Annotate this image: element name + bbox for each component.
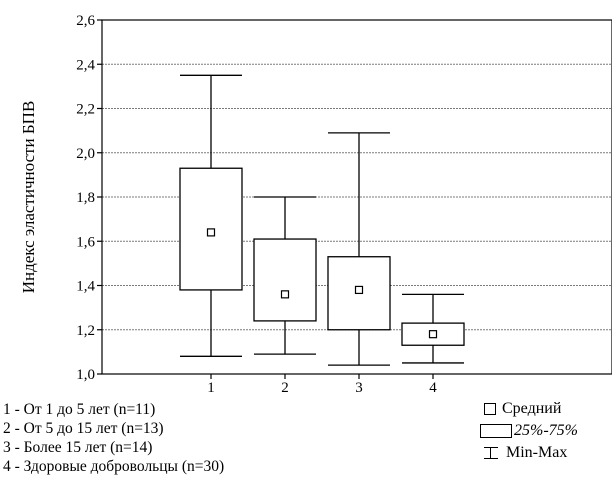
whisker-icon [484, 447, 498, 459]
y-tick-label: 2,2 [76, 102, 95, 118]
y-tick-label: 1,6 [76, 234, 95, 250]
y-tick-label: 1,2 [76, 323, 95, 339]
y-tick-label: 1,4 [76, 279, 95, 295]
group-item-2: 2 - От 5 до 15 лет (n=13) [3, 420, 164, 437]
mean-marker [354, 285, 364, 295]
legend-box-label: 25%-75% [514, 422, 578, 439]
x-tick-label: 4 [429, 380, 437, 396]
box-icon [480, 424, 512, 438]
y-tick-label: 2,6 [76, 13, 95, 29]
y-tick-label: 1,0 [76, 367, 95, 383]
boxes-group [179, 74, 465, 366]
mean-marker [206, 228, 216, 237]
group-item-3: 3 - Более 15 лет (n=14) [3, 439, 153, 456]
x-tick-label: 3 [355, 380, 363, 396]
mean-marker-icon [484, 403, 496, 415]
legend-item-range: Min-Max [480, 442, 578, 464]
legend-item-box: 25%-75% [480, 420, 578, 442]
legend: Средний 25%-75% Min-Max [480, 398, 578, 464]
legend-item-mean: Средний [480, 398, 578, 420]
mean-marker [428, 330, 438, 339]
y-axis-ticks: 1,0 1,2 1,4 1,6 1,8 2,0 2,2 2,4 2,6 [76, 13, 102, 383]
legend-range-label: Min-Max [506, 444, 568, 461]
y-tick-label: 2,0 [76, 146, 95, 162]
mean-marker [280, 290, 290, 299]
x-tick-label: 1 [207, 380, 215, 396]
group-item-4: 4 - Здоровые добровольцы (n=30) [3, 458, 225, 475]
legend-mean-label: Средний [502, 400, 562, 417]
y-axis-label: Индекс эластичности БПВ [19, 101, 38, 294]
group-list: 1 - От 1 до 5 лет (n=11) 2 - От 5 до 15 … [3, 400, 224, 476]
y-tick-label: 1,8 [76, 190, 95, 206]
y-tick-label: 2,4 [76, 57, 95, 73]
box-iqr [253, 238, 317, 322]
x-axis-ticks: 1 2 3 4 [207, 374, 437, 396]
x-tick-label: 2 [281, 380, 289, 396]
group-item-1: 1 - От 1 до 5 лет (n=11) [3, 401, 156, 418]
box-plot-chart: 1,0 1,2 1,4 1,6 1,8 2,0 2,2 2,4 2,6 1 2 3 4 Индекс … [19, 13, 612, 396]
